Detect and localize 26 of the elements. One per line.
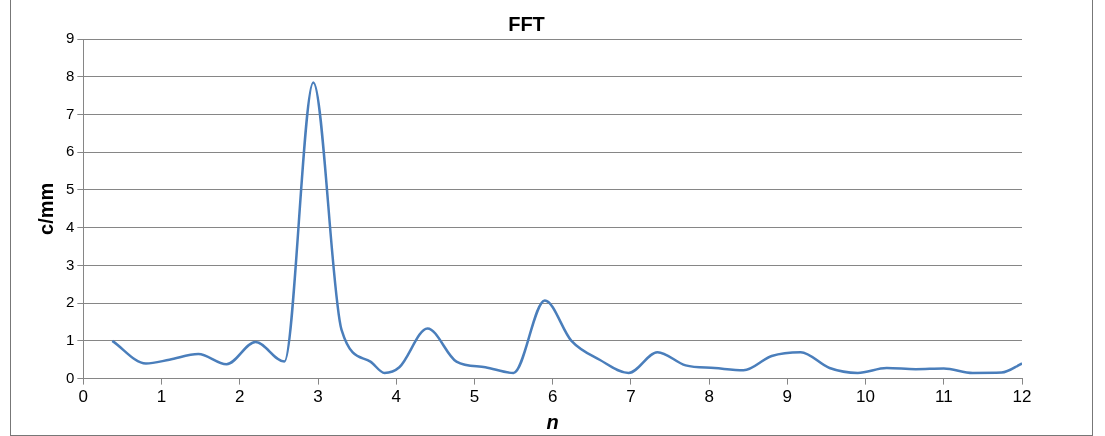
y-tick-label: 4 — [66, 217, 75, 235]
x-tick-label: 11 — [934, 387, 953, 407]
y-tick-label: 8 — [66, 66, 75, 84]
x-tick-label: 4 — [391, 387, 401, 407]
y-tick-label: 3 — [66, 255, 75, 273]
x-tick-label: 2 — [235, 387, 245, 407]
y-tick-label: 5 — [66, 180, 75, 198]
y-tick-label: 6 — [66, 142, 75, 160]
y-tick-label: 1 — [66, 331, 75, 349]
x-tick-label: 10 — [856, 387, 876, 407]
y-tick-label: 0 — [66, 368, 75, 386]
chart-title: FFT — [508, 12, 545, 35]
y-tick-label: 2 — [66, 293, 75, 311]
line-series — [111, 81, 1022, 375]
x-tick-label: 1 — [156, 387, 167, 407]
y-tick-label: 9 — [66, 29, 75, 47]
x-tick-label: 3 — [313, 387, 323, 407]
x-tick-label: 7 — [626, 387, 636, 407]
x-tick-label: 12 — [1012, 387, 1032, 407]
x-axis-title: n — [546, 410, 559, 433]
x-tick-label: 6 — [547, 387, 558, 407]
x-tick-label: 9 — [782, 387, 793, 407]
y-axis-title: c/mm — [34, 182, 57, 235]
x-tick-label: 8 — [704, 387, 714, 407]
x-tick-label: 5 — [469, 387, 480, 407]
y-tick-label: 7 — [66, 104, 75, 122]
